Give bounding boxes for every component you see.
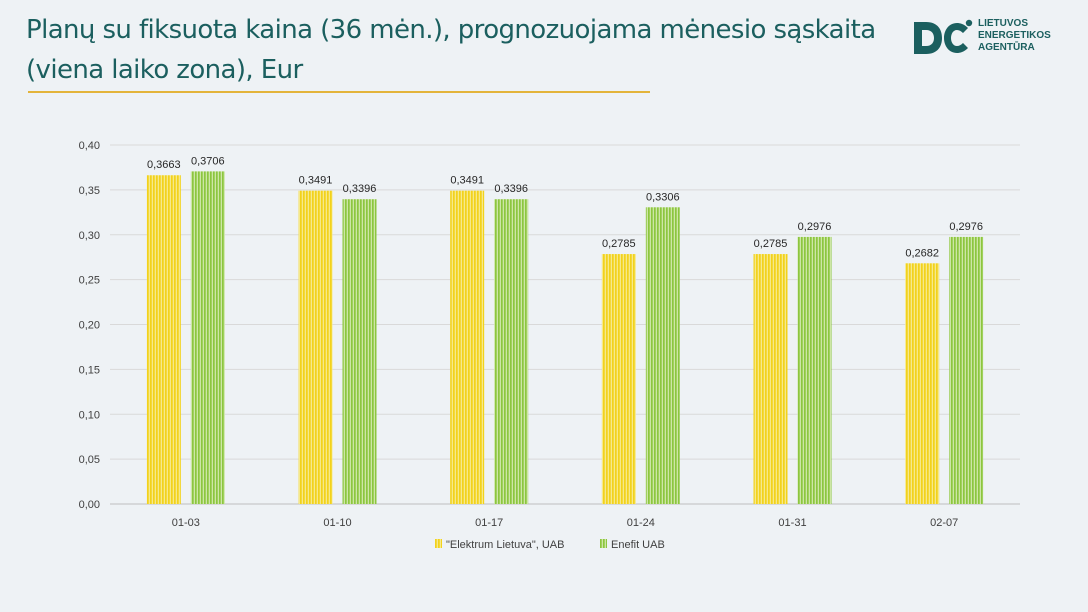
y-tick-label: 0,05 [79,454,100,466]
bar [601,254,636,504]
data-label: 0,3306 [646,191,680,203]
data-label: 0,3396 [343,183,377,195]
x-tick-label: 01-17 [475,517,503,529]
bar [494,199,529,505]
logo-line-2: ENERGETIKOS [978,30,1051,41]
data-label: 0,3491 [299,175,333,187]
bar [949,236,984,505]
y-tick-label: 0,35 [79,185,100,197]
agency-logo-text: LIETUVOS ENERGETIKOS AGENTŪRA [978,18,1051,54]
data-label: 0,2785 [602,238,636,250]
y-tick-label: 0,20 [79,320,100,332]
bar [905,263,940,504]
bar [753,254,788,504]
agency-logo-icon [914,19,973,54]
logo-line-3: AGENTŪRA [978,42,1035,53]
data-label: 0,2976 [949,221,983,233]
data-label: 0,2785 [754,238,788,250]
data-label: 0,3396 [494,183,528,195]
x-tick-label: 01-31 [778,517,806,529]
legend-label: Enefit UAB [611,539,665,551]
bar [298,190,333,505]
y-tick-label: 0,25 [79,275,100,287]
legend-swatch [435,539,442,548]
y-tick-label: 0,10 [79,409,100,421]
y-tick-label: 0,00 [79,499,100,511]
bar [342,199,377,505]
x-tick-label: 01-10 [323,517,351,529]
data-label: 0,3491 [450,175,484,187]
x-tick-label: 01-24 [627,517,655,529]
data-label: 0,3663 [147,159,181,171]
data-label: 0,2682 [905,247,939,259]
bar [146,175,181,505]
y-tick-label: 0,40 [79,140,100,152]
legend-swatch [600,539,607,548]
y-tick-label: 0,30 [79,230,100,242]
x-tick-label: 01-03 [172,517,200,529]
agency-logo: LIETUVOS ENERGETIKOS AGENTŪRA [912,18,1072,58]
bar [797,236,832,505]
data-label: 0,3706 [191,155,225,167]
logo-line-1: LIETUVOS [978,18,1029,29]
bar [450,190,485,505]
bar [645,207,680,504]
x-tick-label: 02-07 [930,517,958,529]
page-title: Planų su fiksuota kaina (36 mėn.), progn… [26,15,876,85]
legend-label: "Elektrum Lietuva", UAB [446,539,564,551]
bar [190,171,225,504]
data-label: 0,2976 [798,221,832,233]
y-tick-label: 0,15 [79,364,100,376]
title-underline [28,91,650,93]
